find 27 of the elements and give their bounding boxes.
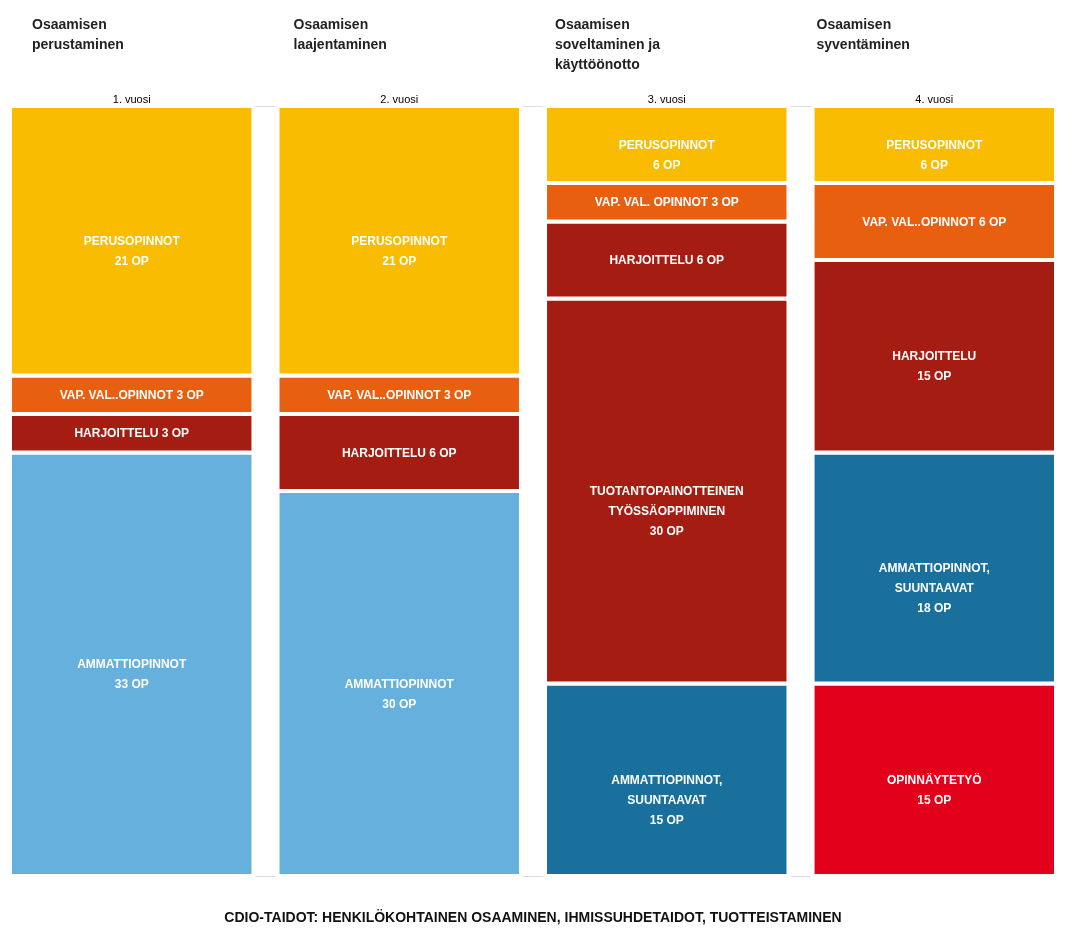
text: Osaamisen syventäminen — [816, 16, 910, 52]
data-label: AMMATTIOPINNOT 33 OP — [77, 657, 187, 692]
data-label: VAP. VAL..OPINNOT 3 OP — [59, 387, 204, 402]
data-label: AMMATTIOPINNOT, SUUNTAAVAT 18 OP — [878, 561, 990, 615]
x-tick-label: 4. vuosi — [915, 92, 954, 105]
data-label: PERUSOPINNOT 6 OP — [618, 137, 716, 172]
data-label: OPINNÄYTETYÖ 15 OP — [886, 771, 982, 807]
data-label: VAP. VAL..OPINNOT 6 OP — [862, 214, 1007, 229]
data-label: PERUSOPINNOT 6 OP — [886, 137, 983, 172]
data-label: VAP. VAL..OPINNOT 3 OP — [327, 387, 472, 402]
text: Osaamisen soveltaminen ja käyttöönotto — [555, 16, 661, 72]
data-label: TUOTANTOPAINOTTEINEN TYÖSSÄOPPIMINEN 30 OP — [589, 484, 744, 538]
data-label: PERUSOPINNOT 21 OP — [83, 233, 181, 268]
data-label: AMMATTIOPINNOT 30 OP — [344, 676, 455, 711]
data-label: HARJOITTELU 6 OP — [609, 253, 725, 267]
text: CDIO-TAIDOT: HENKILÖKOHTAINEN OSAAMINEN, IHMISSUHDETAIDOT, TUOTTEISTAMINEN — [224, 909, 842, 925]
data-label: HARJOITTELU 15 OP — [892, 349, 977, 384]
data-label: HARJOITTELU 3 OP — [74, 426, 190, 441]
text: Osaamisen laajentaminen — [293, 16, 387, 52]
x-tick-label: 2. vuosi — [380, 92, 419, 105]
data-label: PERUSOPINNOT 21 OP — [351, 233, 448, 268]
data-label: VAP. VAL. OPINNOT 3 OP — [594, 195, 739, 210]
x-tick-label: 3. vuosi — [647, 92, 686, 105]
data-label: AMMATTIOPINNOT, SUUNTAAVAT 15 OP — [611, 772, 723, 827]
data-label: HARJOITTELU 6 OP — [341, 445, 457, 460]
text: Osaamisen perustaminen — [32, 16, 124, 52]
x-tick-label: 1. vuosi — [112, 92, 151, 105]
